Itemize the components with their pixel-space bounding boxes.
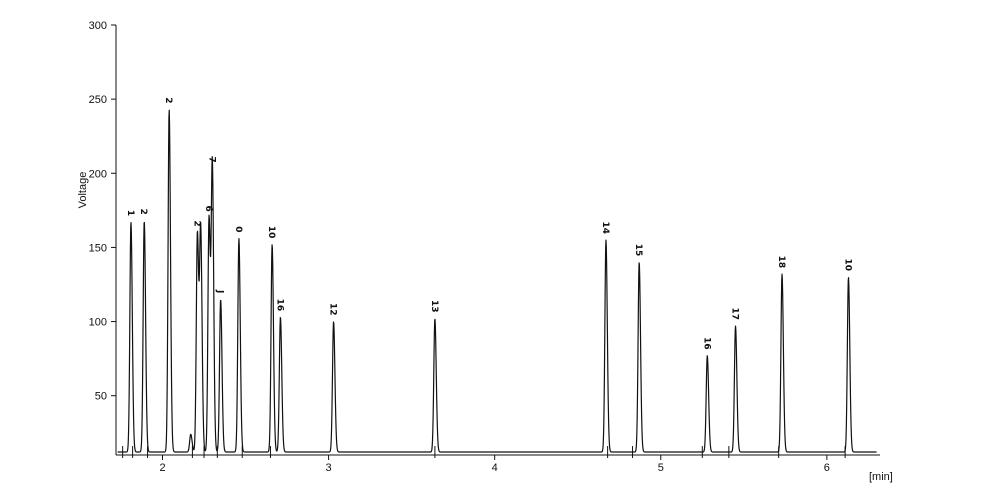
peak-label: 0 (233, 226, 243, 232)
y-tick-label: 50 (95, 391, 107, 403)
x-tick-label: 2 (159, 462, 165, 474)
y-tick-label: 250 (89, 94, 107, 106)
y-tick-label: 300 (89, 20, 107, 32)
y-axis-title: Voltage (77, 172, 89, 209)
peak-label: 6 (203, 205, 213, 211)
y-tick-label: 150 (89, 242, 107, 254)
y-tick-label: 100 (89, 317, 107, 329)
peak-label: 1 (125, 210, 135, 216)
x-tick-label: 5 (658, 462, 664, 474)
y-tick-label: 200 (89, 168, 107, 180)
peak-label: 10 (842, 259, 852, 272)
x-axis-ticks: 2 3 4 5 6 (159, 455, 830, 474)
y-axis-ticks: 50 100 150 200 250 300 (89, 20, 116, 403)
peak-label: 7 (206, 157, 216, 163)
x-tick-label: 4 (492, 462, 498, 474)
peak-label: J (215, 289, 225, 293)
x-tick-label: 3 (326, 462, 332, 474)
peak-label: 17 (730, 307, 740, 320)
peak-label: 16 (701, 337, 711, 350)
axes (115, 25, 880, 456)
peak-label: 2 (163, 97, 173, 103)
peak-label: 2 (191, 220, 201, 226)
peak-label: 10 (266, 226, 276, 239)
peak-label: 16 (274, 299, 284, 312)
peak-label: 2 (138, 208, 148, 214)
peak-label: 13 (429, 300, 439, 313)
x-axis-unit-label: [min] (869, 471, 893, 483)
x-tick-label: 6 (824, 462, 830, 474)
peak-label: 15 (633, 244, 643, 257)
peak-label: 14 (600, 221, 610, 234)
peak-label: 18 (776, 256, 786, 269)
peak-label: 12 (328, 303, 338, 316)
chromatogram-trace (117, 109, 877, 453)
